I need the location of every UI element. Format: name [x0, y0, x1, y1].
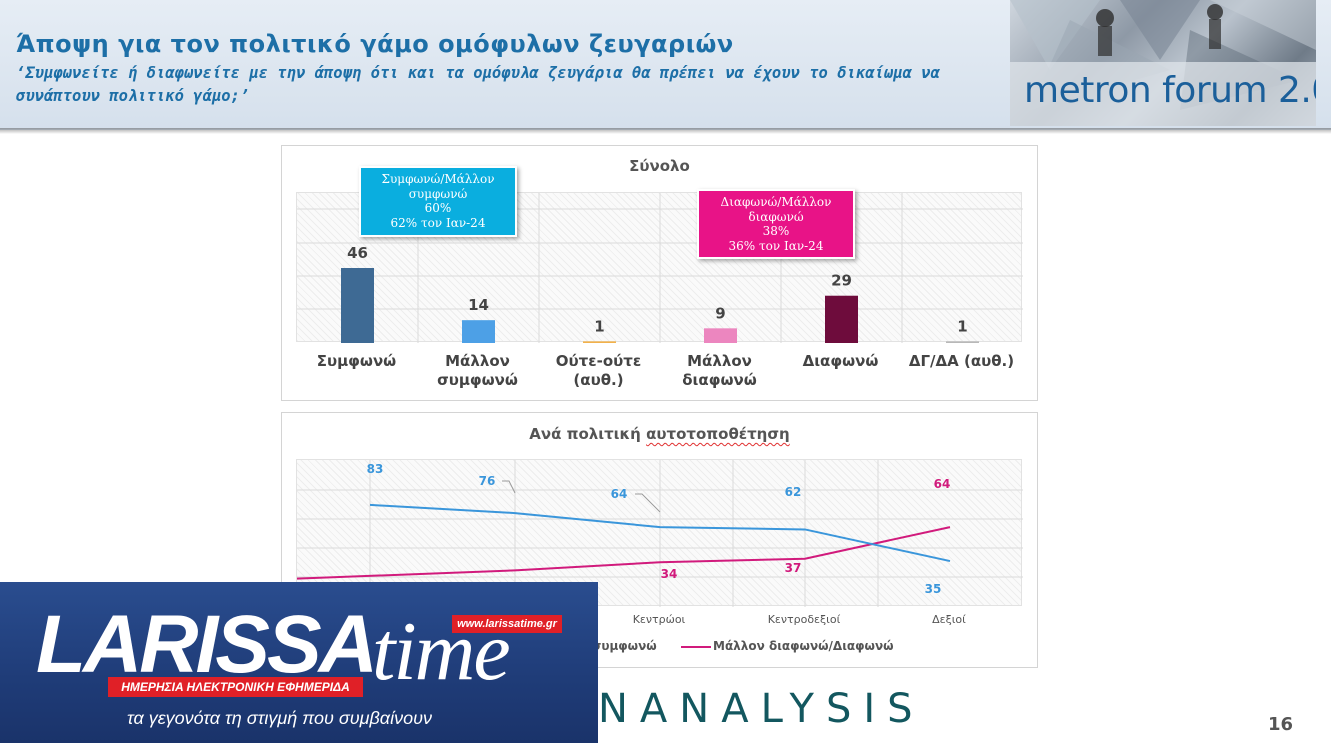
data-label-disagree: 34 [661, 567, 678, 581]
total-chart-panel: Σύνολο 46 14 1 9 29 1 Συμφωνώ Μάλλον συμφωνώ Ούτ… [281, 145, 1038, 401]
page-subtitle: ‘Συμφωνείτε ή διαφωνείτε με την άποψη ότ… [16, 64, 940, 105]
data-label-agree: 76 [479, 474, 496, 488]
header-banner: Άποψη για τον πολιτικό γάμο ομόφυλων ζευ… [0, 0, 1331, 130]
chart-title-ideology: Ανά πολιτική αυτοτοποθέτηση [529, 425, 790, 443]
leader-line [502, 480, 516, 494]
legend-label-agree: συμφωνώ [592, 639, 657, 653]
series-line-disagree [296, 526, 951, 580]
bar-value-label: 14 [468, 296, 489, 314]
bar [946, 341, 979, 343]
bar-category-label: Μάλλον συμφωνώ [417, 352, 538, 390]
callout-agree-line4: 62% τον Ιαν-24 [390, 215, 486, 230]
bar [341, 268, 374, 343]
logo-background-graphic [1010, 0, 1316, 126]
line-category-label: Κεντροδεξιοί [767, 613, 841, 626]
legend-item-agree: συμφωνώ [592, 639, 657, 653]
larissatime-banner: LARISSA time www.larissatime.gr ΗΜΕΡΗΣΙΑ… [0, 582, 598, 743]
callout-agree: Συμφωνώ/Μάλλον συμφωνώ 60% 62% τον Ιαν-2… [359, 166, 517, 237]
data-label-agree: 62 [785, 485, 802, 499]
callout-agree-line2: συμφωνώ [408, 186, 468, 201]
bar-value-label: 1 [957, 317, 967, 335]
legend-label-disagree: Μάλλον διαφωνώ/Διαφωνώ [713, 639, 894, 653]
metron-forum-logo: metron forum 2.0 [1010, 0, 1316, 126]
callout-disagree-line2: διαφωνώ [748, 209, 804, 224]
ideology-chart-panel: Ανά πολιτική αυτοτοποθέτηση 83 76 64 62 35 34… [281, 412, 1038, 668]
bar-value-label: 29 [831, 272, 852, 290]
bar-category-label-line: (αυθ.) [573, 371, 624, 389]
bar [462, 320, 495, 343]
bar-value-label: 46 [347, 244, 368, 262]
callout-disagree: Διαφωνώ/Μάλλον διαφωνώ 38% 36% τον Ιαν-2… [697, 189, 855, 259]
bar-value-label: 9 [715, 304, 725, 322]
logo-text: metron forum 2.0 [1024, 70, 1316, 111]
data-label-agree: 83 [367, 462, 384, 476]
bar-category-label-line: Ούτε-ούτε [555, 352, 642, 370]
callout-disagree-line3: 38% [762, 224, 790, 238]
callout-disagree-line4: 36% τον Ιαν-24 [728, 238, 824, 253]
bar-category-label-line: ΔΓ/ΔΑ (αυθ.) [908, 352, 1015, 370]
series-line-agree [369, 503, 951, 563]
bar-category-label-line: Μάλλον [445, 352, 510, 370]
line-chart-svg: 83 76 64 62 35 34 37 64 [296, 460, 1023, 607]
analysis-logo-text: NANALYSIS [598, 686, 925, 726]
bar-category-label: ΔΓ/ΔΑ (αυθ.) [901, 352, 1022, 371]
callout-disagree-line1: Διαφωνώ/Μάλλον [720, 195, 832, 209]
larissa-logo-text: LARISSA [36, 599, 378, 690]
bar-category-label-line: Μάλλον [687, 352, 752, 370]
line-category-label: Δεξιοί [932, 613, 966, 626]
callout-agree-line3: 60% [424, 201, 452, 215]
data-label-disagree: 37 [785, 561, 802, 575]
bar-category-label-line: Διαφωνώ [802, 352, 879, 370]
chart-title-total: Σύνολο [629, 157, 690, 175]
larissa-tagline: τα γεγονότα τη στιγμή που συμβαίνουν [127, 708, 432, 728]
page-number: 16 [1268, 714, 1294, 735]
leader-line [635, 493, 661, 513]
bar-category-label: Ούτε-ούτε (αυθ.) [538, 352, 659, 390]
legend-line-disagree [681, 645, 711, 648]
bar-category-label: Διαφωνώ [780, 352, 901, 371]
data-label-agree: 64 [611, 487, 628, 501]
line-plot-area: 83 76 64 62 35 34 37 64 [296, 459, 1023, 607]
larissa-url: www.larissatime.gr [452, 615, 562, 633]
bar-category-label: Μάλλον διαφωνώ [659, 352, 780, 390]
line-category-label: Κεντρώοι [632, 613, 686, 626]
data-label-agree: 35 [925, 582, 942, 596]
analysis-logo: NANALYSIS [598, 686, 928, 735]
header-shadow [0, 128, 1331, 134]
callout-agree-line1: Συμφωνώ/Μάλλον [381, 172, 495, 186]
data-label-disagree: 64 [934, 477, 951, 491]
page-title: Άποψη για τον πολιτικό γάμο ομόφυλων ζευ… [16, 30, 734, 58]
bar-value-label: 1 [594, 317, 604, 335]
bar [583, 341, 616, 343]
bar-category-label-line: Συμφωνώ [316, 352, 397, 370]
bar [704, 328, 737, 343]
bar-category-label-line: συμφωνώ [437, 371, 518, 389]
bar-category-label: Συμφωνώ [296, 352, 417, 371]
legend-item-disagree: Μάλλον διαφωνώ/Διαφωνώ [681, 639, 894, 653]
bar-category-label-line: διαφωνώ [682, 371, 757, 389]
larissa-band: ΗΜΕΡΗΣΙΑ ΗΛΕΚΤΡΟΝΙΚΗ ΕΦΗΜΕΡΙΔΑ [108, 677, 363, 697]
bar [825, 295, 858, 343]
analysis-logo-svg: NANALYSIS [598, 686, 925, 732]
